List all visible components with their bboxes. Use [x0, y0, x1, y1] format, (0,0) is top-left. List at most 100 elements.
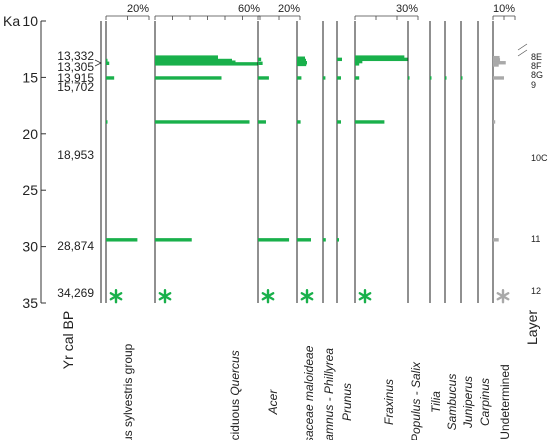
taxon-label-part: Rhamnus - Phillyrea — [322, 348, 336, 440]
taxon-label-part: Populus - Salix — [409, 361, 423, 440]
abundance-bar — [106, 58, 108, 63]
taxon-label-part: Carpinus — [478, 378, 492, 426]
abundance-bar — [297, 238, 311, 242]
abundance-bar — [493, 61, 506, 65]
abundance-bar — [258, 76, 269, 80]
sample-age-label: 15,702 — [57, 80, 94, 94]
sample-age-label: 13,305 — [57, 60, 94, 74]
taxon-label: Juniperus — [461, 376, 475, 429]
asterisk-stroke — [261, 292, 275, 301]
taxon-label: Populus - Salix — [409, 361, 423, 440]
abundance-bar — [430, 76, 432, 80]
abundance-bar — [337, 120, 341, 124]
taxon-label-part: Sambucus — [445, 374, 459, 431]
scale-label: 60% — [238, 3, 260, 15]
abundance-bar — [155, 76, 222, 80]
taxon-label-part: Pinus sylvestris group — [121, 343, 135, 440]
abundance-bar — [297, 76, 302, 80]
taxon-label-part: deciduous — [228, 396, 242, 440]
sample-age-label: 13,332 — [57, 49, 94, 63]
asterisk-stroke — [300, 292, 314, 301]
abundance-bar — [493, 55, 500, 60]
abundance-bar — [493, 120, 496, 124]
layer-leaders — [517, 43, 528, 57]
taxon-label-part: Acer — [266, 389, 280, 416]
asterisk-stroke — [358, 292, 372, 301]
abundance-bar — [297, 120, 301, 124]
taxon-label: deciduous Quercus — [228, 350, 242, 440]
abundance-bar — [337, 57, 342, 62]
asterisk-marker — [158, 289, 172, 304]
abundance-bar — [355, 55, 405, 59]
taxon-label: Pinus sylvestris group — [121, 343, 135, 440]
abundance-bar — [408, 76, 410, 80]
layer-label: 11 — [531, 234, 540, 244]
sample-age-label: 18,953 — [57, 148, 94, 162]
scale-label: 10% — [493, 3, 515, 15]
taxon-label-part: Rosaceae maloideae — [302, 345, 316, 440]
abundance-bar — [106, 120, 108, 124]
taxon-label: Fraxinus — [382, 379, 396, 425]
taxon-label: Rhamnus - Phillyrea — [322, 348, 336, 440]
age-tick-label: 15 — [22, 69, 38, 85]
abundance-bar — [297, 58, 306, 63]
abundance-bar — [337, 76, 341, 80]
sample-age-label: 34,269 — [57, 286, 94, 300]
abundance-bar — [106, 238, 138, 242]
taxon-label-part: Juniperus — [461, 376, 475, 429]
abundance-bar — [155, 62, 259, 66]
age-bracket — [94, 59, 102, 67]
taxon-label: Undetermined — [498, 364, 512, 439]
taxon-label: Tilia — [429, 391, 443, 413]
layer-label: 9 — [531, 80, 536, 90]
abundance-bar — [337, 238, 339, 242]
abundance-bar — [155, 238, 192, 242]
layer-label: 12 — [531, 286, 541, 296]
abundance-bar — [445, 76, 447, 80]
abundance-bar — [258, 57, 262, 62]
taxon-label-part: Fraxinus — [382, 379, 396, 425]
taxon-label-part: Prunus — [340, 383, 354, 421]
abundance-bar — [106, 61, 110, 65]
asterisk-stroke — [158, 292, 172, 301]
layer-label: 8G — [531, 70, 543, 80]
taxon-label: Prunus — [340, 383, 354, 421]
age-axis-title: Yr cal BP — [60, 311, 76, 369]
scale-label: 30% — [396, 3, 418, 15]
age-tick-label: 35 — [22, 295, 38, 311]
asterisk-marker — [496, 289, 510, 304]
abundance-bar — [155, 120, 250, 124]
taxon-label: Sambucus — [445, 374, 459, 431]
abundance-bar — [323, 76, 326, 80]
abundance-bar — [258, 120, 266, 124]
age-tick-label: 20 — [22, 126, 38, 142]
taxon-label: Rosaceae maloideae — [302, 345, 316, 440]
asterisk-stroke — [496, 292, 510, 301]
abundance-bar — [493, 63, 499, 67]
abundance-bar — [493, 238, 499, 242]
abundance-bar — [323, 238, 326, 242]
abundance-bar — [493, 76, 504, 80]
age-tick-label: 25 — [22, 182, 38, 198]
abundance-bar — [355, 59, 363, 64]
abundance-bar — [297, 62, 307, 67]
layer-label: 10C — [531, 153, 548, 163]
asterisk-marker — [109, 289, 123, 304]
sample-age-label: 13,915 — [57, 71, 94, 85]
age-tick-label: 10 — [22, 13, 38, 29]
asterisk-stroke — [109, 292, 123, 301]
abundance-bar — [355, 76, 360, 80]
taxon-label-part: Undetermined — [498, 364, 512, 439]
taxon-label: Acer — [266, 389, 280, 416]
taxon-label: Carpinus — [478, 378, 492, 426]
age-unit-label: Ka — [3, 13, 20, 29]
asterisk-marker — [358, 289, 372, 304]
asterisk-marker — [300, 289, 314, 304]
abundance-bar — [106, 76, 115, 80]
asterisk-marker — [261, 289, 275, 304]
abundance-bar — [258, 61, 263, 65]
taxon-label-part: Quercus — [228, 350, 242, 395]
abundance-bar — [258, 238, 290, 242]
sample-age-label: 28,874 — [57, 239, 94, 253]
